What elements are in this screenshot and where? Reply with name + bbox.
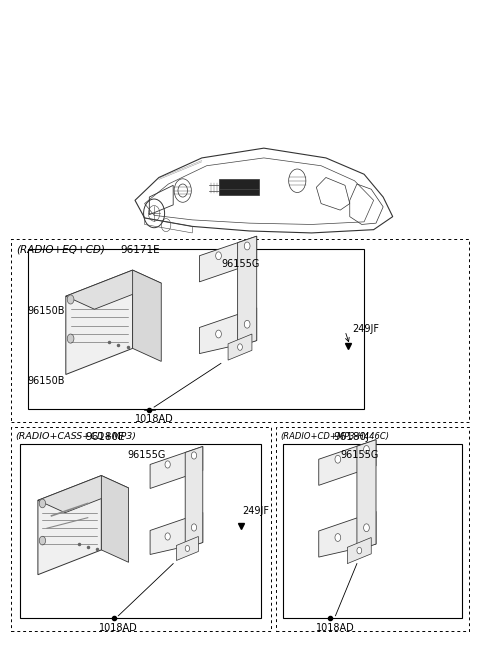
Circle shape: [216, 252, 221, 259]
Circle shape: [67, 295, 74, 304]
Polygon shape: [38, 476, 101, 574]
Polygon shape: [66, 270, 161, 309]
Polygon shape: [150, 512, 203, 555]
Bar: [283, 443, 462, 618]
Circle shape: [192, 524, 197, 531]
Text: 96171E: 96171E: [120, 245, 160, 255]
Bar: [11, 426, 271, 631]
Polygon shape: [150, 447, 203, 489]
Polygon shape: [38, 476, 129, 513]
Circle shape: [165, 533, 170, 540]
Text: 96180E: 96180E: [85, 432, 124, 442]
Circle shape: [192, 452, 197, 459]
Text: 249JF: 249JF: [352, 324, 379, 335]
Text: 96155G: 96155G: [340, 450, 379, 460]
Bar: [21, 443, 262, 618]
Bar: [218, 179, 259, 195]
Text: 1018AD: 1018AD: [99, 622, 138, 633]
Text: 96155G: 96155G: [221, 259, 259, 269]
Text: 96150B: 96150B: [28, 306, 65, 316]
Text: 1018AD: 1018AD: [135, 414, 173, 424]
Circle shape: [39, 536, 46, 545]
Bar: [28, 250, 364, 409]
Polygon shape: [185, 447, 203, 548]
Polygon shape: [66, 270, 132, 375]
Polygon shape: [357, 440, 376, 551]
Circle shape: [238, 344, 242, 350]
Polygon shape: [199, 236, 257, 282]
Polygon shape: [101, 476, 129, 562]
Circle shape: [39, 499, 46, 508]
Circle shape: [357, 548, 362, 554]
Text: 1018AD: 1018AD: [316, 622, 355, 633]
Circle shape: [244, 320, 250, 328]
Polygon shape: [319, 512, 376, 557]
Bar: [276, 426, 469, 631]
Polygon shape: [177, 536, 198, 561]
Circle shape: [364, 524, 369, 532]
Polygon shape: [238, 236, 257, 347]
Bar: [11, 240, 469, 422]
Circle shape: [67, 334, 74, 343]
Text: 96180J: 96180J: [333, 432, 369, 442]
Circle shape: [364, 445, 369, 453]
Circle shape: [185, 546, 190, 552]
Text: 96155G: 96155G: [128, 450, 166, 460]
Polygon shape: [319, 440, 376, 485]
Text: (RADIO+CASS+CD+MP3): (RADIO+CASS+CD+MP3): [16, 432, 137, 441]
Text: (RADIO+CD+MP3-H446C): (RADIO+CD+MP3-H446C): [281, 432, 390, 441]
Polygon shape: [228, 334, 252, 360]
Circle shape: [216, 330, 221, 338]
Text: 249JF: 249JF: [242, 506, 269, 516]
Circle shape: [165, 461, 170, 468]
Polygon shape: [348, 538, 371, 563]
Polygon shape: [199, 308, 257, 354]
Circle shape: [335, 455, 341, 463]
Text: (RADIO+EQ+CD): (RADIO+EQ+CD): [16, 245, 105, 255]
Circle shape: [244, 242, 250, 250]
Circle shape: [335, 534, 341, 542]
Text: 96150B: 96150B: [28, 376, 65, 386]
Polygon shape: [132, 270, 161, 362]
